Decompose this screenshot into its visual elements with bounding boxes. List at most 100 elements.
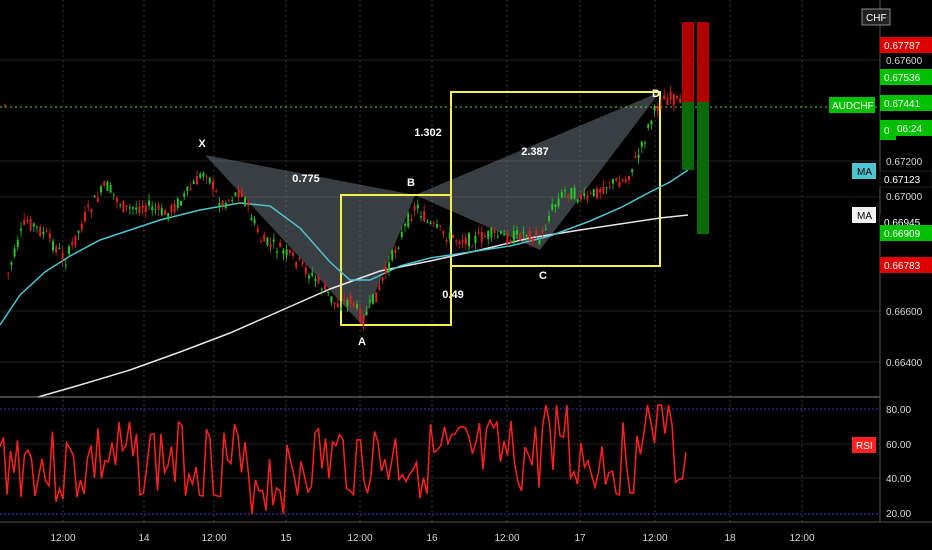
price-tag-2	[880, 69, 932, 85]
candle-body	[452, 234, 454, 238]
candle-body	[471, 246, 474, 248]
price-tag-4-text: 0.66783	[884, 261, 921, 272]
candle-body	[407, 213, 410, 227]
candle-body	[455, 240, 458, 242]
rsi-tick-20: 20.00	[886, 509, 911, 520]
ma-white-line	[37, 214, 689, 398]
candle-body	[199, 174, 202, 178]
candle-body	[666, 98, 669, 105]
symbol-label-tag[interactable]	[829, 97, 875, 113]
candle-body	[474, 235, 477, 243]
candle-body	[400, 231, 403, 238]
candle-body	[119, 204, 122, 206]
candle-body	[173, 203, 176, 213]
time-tick: 16	[426, 533, 438, 544]
candle-body	[410, 218, 413, 221]
candle-body	[586, 195, 589, 200]
ma-white-badge-text: MA	[857, 211, 872, 222]
candle-body	[516, 230, 518, 235]
candle-body	[381, 277, 384, 281]
rsi-badge[interactable]	[852, 437, 876, 453]
candle-body	[58, 248, 61, 250]
candle-body	[352, 302, 355, 307]
candle-body	[317, 277, 320, 283]
pattern-box-bcd[interactable]	[450, 91, 661, 267]
candle-body	[250, 217, 253, 221]
countdown-tag	[893, 120, 932, 136]
price-tick-4: 0.66600	[886, 307, 923, 318]
candle-body	[660, 104, 662, 106]
candle-body	[349, 295, 352, 305]
candle-body	[653, 106, 656, 111]
candle-body	[247, 201, 250, 206]
candle-body	[29, 218, 32, 231]
candle-body	[218, 202, 221, 208]
candle-body	[10, 262, 13, 266]
candle-body	[378, 285, 381, 290]
candle-body	[573, 187, 576, 199]
time-tick: 15	[280, 533, 292, 544]
candle-body	[391, 250, 394, 260]
rsi-pane[interactable]	[0, 404, 880, 515]
candle-body	[420, 216, 422, 218]
candle-body	[71, 242, 74, 245]
candle-body	[519, 233, 522, 241]
candle-body	[285, 249, 288, 256]
candle-body	[125, 205, 128, 208]
time-tick: 17	[574, 533, 586, 544]
candle-body	[487, 230, 490, 239]
candle-body	[525, 235, 528, 237]
candle-body	[592, 189, 595, 196]
candle-body	[26, 219, 29, 222]
candle-body	[324, 284, 326, 290]
candle-body	[596, 188, 598, 199]
candle-body	[538, 240, 541, 245]
candle-body	[32, 223, 35, 227]
candle-body	[624, 179, 627, 183]
current-price-text: 0.67441	[884, 99, 921, 110]
candle-body	[631, 169, 634, 173]
price-axis[interactable]: 0.67787 CHF 0.67600 0.67536 0.67441 0 06…	[829, 0, 932, 522]
price-tag-top-red-text: 0.67787	[884, 41, 921, 52]
candle-body	[55, 246, 58, 253]
time-tick: 12:00	[50, 533, 75, 544]
price-candles	[4, 86, 691, 331]
candle-body	[432, 222, 435, 224]
time-tick: 18	[724, 533, 736, 544]
pattern-point-d: D	[652, 88, 660, 100]
candle-body	[426, 221, 429, 223]
candle-body	[237, 190, 240, 198]
candle-body	[128, 207, 131, 209]
candle-body	[372, 294, 374, 304]
ma-cyan-line	[0, 169, 689, 326]
position-tool[interactable]	[682, 22, 709, 234]
candle-body	[583, 192, 586, 197]
candle-body	[64, 264, 67, 266]
candle-body	[308, 275, 310, 279]
candle-body	[231, 200, 234, 202]
chart-grid	[0, 0, 880, 522]
time-axis[interactable]: 12:00 14 12:00 15 12:00 16 12:00 17 12:0…	[0, 521, 932, 544]
candle-body	[295, 261, 298, 268]
position-target-zone-1	[682, 102, 694, 170]
time-tick: 12:00	[347, 533, 372, 544]
candle-body	[282, 249, 285, 254]
candle-body	[640, 141, 643, 147]
current-price-tag[interactable]	[880, 95, 932, 111]
ma-white-badge[interactable]	[852, 207, 876, 223]
candle-body	[458, 241, 461, 245]
candle-body	[541, 230, 544, 233]
candle-body	[23, 220, 26, 225]
ma-cyan-badge[interactable]	[852, 163, 876, 179]
candle-body	[157, 205, 160, 210]
candle-body	[608, 186, 611, 188]
currency-badge-text: CHF	[866, 13, 887, 24]
price-tag-partial-green-text: 0	[884, 126, 890, 137]
candle-body	[260, 241, 262, 243]
candle-body	[343, 299, 346, 301]
candle-body	[397, 247, 400, 249]
candle-body	[634, 156, 637, 158]
pattern-bcd-triangle	[415, 92, 660, 250]
currency-badge[interactable]	[861, 8, 891, 26]
